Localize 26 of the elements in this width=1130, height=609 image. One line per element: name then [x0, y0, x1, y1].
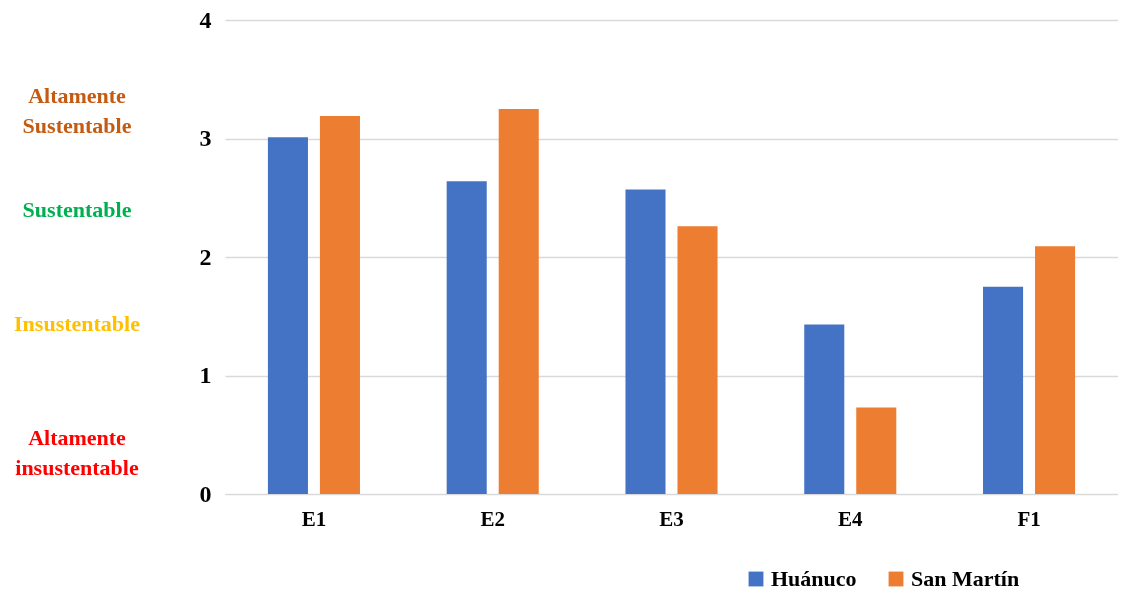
text: Altamente insustentable: [15, 425, 139, 480]
x-tick-label: E4: [838, 506, 864, 531]
text: Sustentable: [22, 197, 132, 222]
legend-label: Huánuco: [771, 566, 857, 591]
x-tick-label: E3: [659, 506, 684, 531]
y-tick-label: 3: [199, 125, 212, 151]
bar: [625, 189, 666, 494]
bar: [1035, 246, 1076, 494]
bar: [446, 181, 487, 494]
bar: [856, 407, 897, 494]
x-tick-label: E1: [301, 506, 327, 531]
bar: [677, 226, 718, 494]
x-tick-label: F1: [1017, 506, 1041, 531]
y-tick-label: 0: [199, 480, 212, 507]
y-tick-label: 2: [199, 243, 212, 270]
text: Insustentable: [14, 311, 141, 336]
bar: [804, 324, 845, 494]
y-tick-label: 1: [199, 362, 212, 388]
bar: [319, 115, 360, 494]
bar: [983, 286, 1024, 494]
bar: [267, 137, 308, 494]
bar: [498, 108, 539, 494]
y-tick-label: 4: [199, 6, 212, 33]
legend-label: San Martín: [911, 566, 1020, 591]
text: Altamente Sustentable: [22, 83, 132, 138]
x-tick-label: E2: [480, 506, 505, 531]
